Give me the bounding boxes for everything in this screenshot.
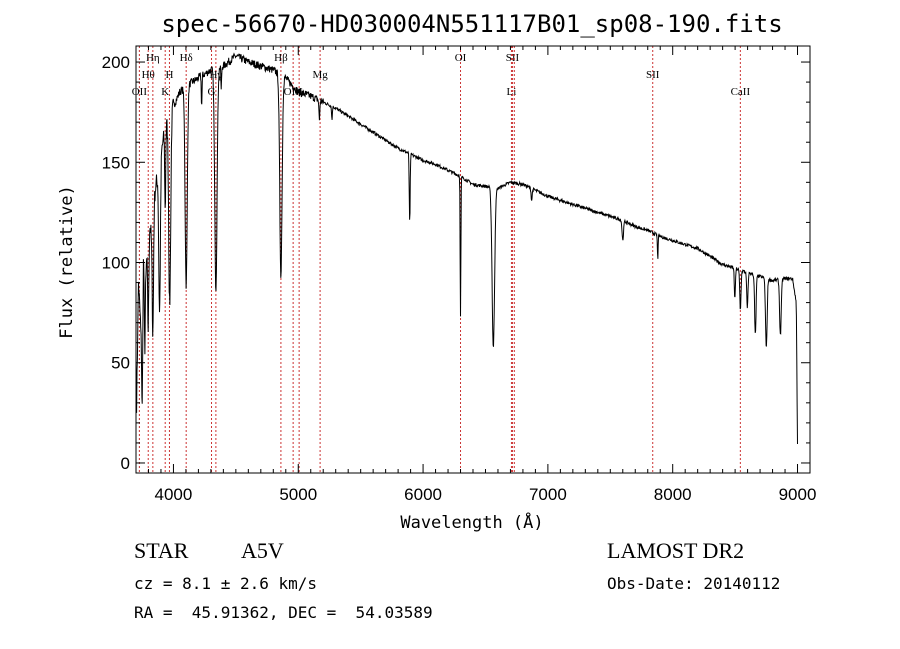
x-tick-label: 7000 bbox=[529, 485, 567, 504]
x-tick-label: 4000 bbox=[155, 485, 193, 504]
line-marker-label: CaII bbox=[731, 86, 751, 98]
y-tick-label: 50 bbox=[111, 354, 130, 373]
cz-value: cz = 8.1 ± 2.6 km/s bbox=[134, 574, 318, 593]
line-marker-label: G bbox=[208, 86, 216, 98]
line-marker-label: OIII bbox=[284, 86, 303, 98]
y-tick-label: 100 bbox=[102, 254, 130, 273]
obs-date: Obs-Date: 20140112 bbox=[607, 574, 781, 593]
line-marker-label: OI bbox=[455, 52, 467, 64]
line-marker-label: Hβ bbox=[274, 52, 288, 64]
y-axis-label: Flux (relative) bbox=[57, 185, 77, 339]
line-marker-label: H bbox=[165, 69, 173, 81]
line-marker-label: SII bbox=[646, 69, 660, 81]
x-tick-label: 6000 bbox=[404, 485, 442, 504]
y-tick-label: 150 bbox=[102, 153, 130, 172]
line-marker-label: K bbox=[161, 86, 169, 98]
survey-name: LAMOST DR2 bbox=[607, 538, 745, 563]
plot-frame bbox=[135, 45, 811, 474]
x-tick-label: 5000 bbox=[279, 485, 317, 504]
line-marker-label: Hδ bbox=[180, 52, 193, 64]
line-marker-label: Mg bbox=[312, 69, 328, 81]
y-tick-label: 0 bbox=[121, 454, 130, 473]
x-axis-label: Wavelength (Å) bbox=[400, 511, 543, 533]
axis-ticks: 4000 5000 6000 7000 8000 9000 0 50 100 150 200 bbox=[102, 46, 817, 504]
object-type: STAR bbox=[134, 538, 189, 563]
line-marker-label: OII bbox=[132, 86, 148, 98]
x-tick-label: 8000 bbox=[654, 485, 692, 504]
x-tick-label: 9000 bbox=[779, 485, 817, 504]
chart-title: spec-56670-HD030004N551117B01_sp08-190.f… bbox=[161, 10, 782, 38]
line-marker-label: Li bbox=[507, 86, 517, 98]
y-tick-label: 200 bbox=[102, 53, 130, 72]
line-marker-label: SII bbox=[506, 52, 520, 64]
spectral-class: A5V bbox=[241, 538, 284, 563]
line-marker-label: Hη bbox=[146, 52, 160, 64]
spectrum-line bbox=[136, 52, 798, 445]
coordinates: RA = 45.91362, DEC = 54.03589 bbox=[134, 603, 433, 622]
line-marker-label: Hθ bbox=[142, 69, 155, 81]
